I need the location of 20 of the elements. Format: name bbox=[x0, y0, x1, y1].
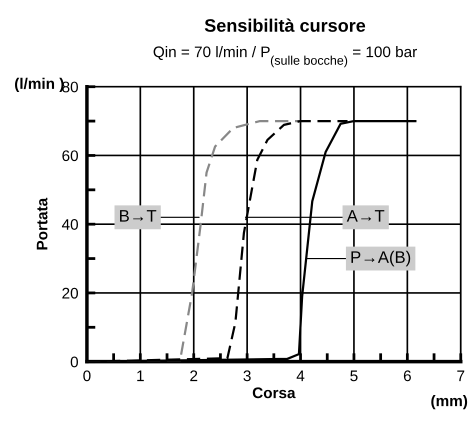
x-tick-label: 0 bbox=[83, 370, 91, 382]
x-tick-label: 4 bbox=[296, 370, 304, 382]
x-tick-label: 5 bbox=[350, 370, 358, 382]
annotation: A→T bbox=[346, 210, 384, 222]
y-tick-label: 60 bbox=[62, 150, 78, 162]
chart-title: Sensibilità cursore bbox=[204, 18, 366, 32]
y-tick-label: 40 bbox=[62, 219, 78, 230]
annotation: P→A(B) bbox=[351, 250, 410, 266]
y-tick-label: 80 bbox=[62, 82, 78, 92]
text: (mm) bbox=[431, 395, 468, 410]
x-tick-label: 2 bbox=[190, 370, 198, 382]
x-tick-label: 6 bbox=[404, 370, 411, 382]
x-tick-label: 7 bbox=[457, 370, 464, 382]
x-axis-title: Corsa bbox=[252, 387, 296, 398]
y-tick-label: 0 bbox=[70, 356, 78, 368]
y-tick-label: 20 bbox=[62, 288, 78, 299]
x-tick-label: 1 bbox=[137, 370, 144, 382]
y-axis-title: Portata bbox=[36, 198, 48, 250]
annotation: B→T bbox=[120, 210, 156, 222]
x-tick-label: 3 bbox=[243, 370, 251, 382]
